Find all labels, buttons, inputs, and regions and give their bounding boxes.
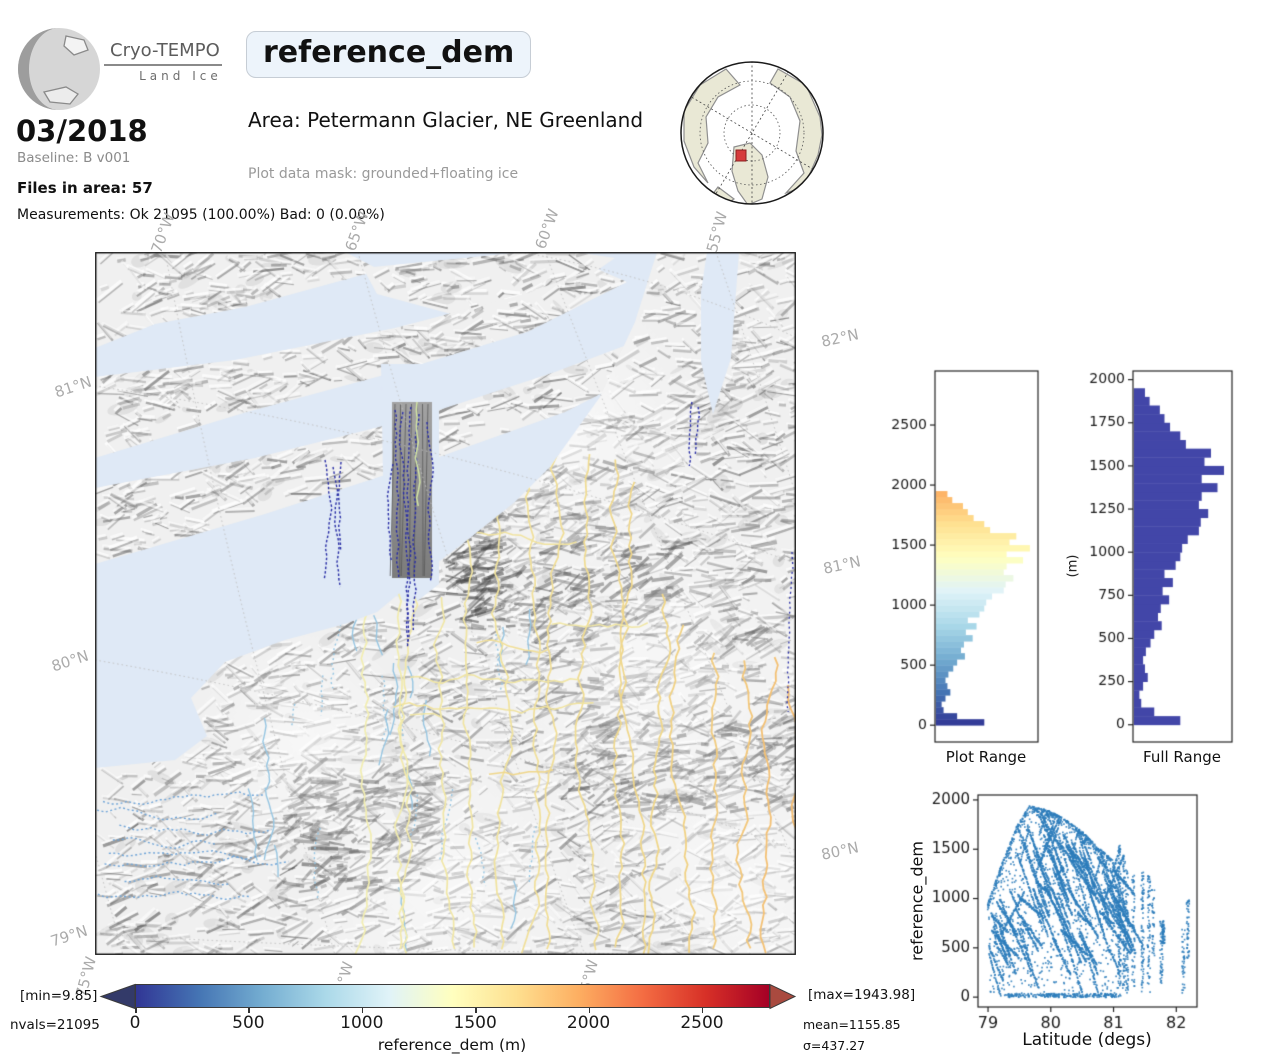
colorbar-tick	[361, 1008, 364, 1013]
map-grid-label: 81°N	[821, 552, 863, 578]
variable-title-chip: reference_dem	[246, 31, 532, 78]
map-grid-label: 60°W	[531, 206, 563, 252]
colorbar-under-arrow-icon	[99, 983, 136, 1010]
map-grid-label: 82°N	[819, 325, 861, 351]
baseline-label: Baseline: B v001	[17, 150, 131, 166]
logo-antarctica-icon	[42, 86, 79, 105]
colorbar-tick	[588, 1008, 591, 1013]
date-label: 03/2018	[16, 114, 148, 148]
inset-land-group	[683, 62, 823, 204]
scatter-ylabel: reference_dem	[907, 841, 927, 961]
latitude-scatter-plot	[928, 780, 1224, 1036]
area-label: Area: Petermann Glacier, NE Greenland	[248, 108, 644, 132]
plot-mask-label: Plot data mask: grounded+floating ice	[248, 166, 519, 182]
brand-block: Cryo-TEMPO Land Ice	[104, 40, 222, 83]
map-grid-label: 80°N	[819, 838, 861, 864]
sigma-label: σ=437.27	[803, 1038, 866, 1053]
nvals-label: nvals=21095	[10, 1017, 100, 1033]
variable-title: reference_dem	[263, 35, 515, 70]
dem-map-canvas	[95, 252, 796, 955]
map-grid-label: 79°N	[48, 921, 90, 951]
colorbar-gradient	[135, 984, 770, 1008]
colorbar-tick	[475, 1008, 477, 1013]
map-grid-label: 80°N	[49, 646, 91, 676]
colorbar-tick-label: 0	[129, 1013, 141, 1033]
scatter-xlabel: Latitude (degs)	[1022, 1030, 1152, 1050]
full-range-title: Full Range	[1143, 748, 1221, 766]
full-range-histogram	[1050, 356, 1240, 768]
map-grid-label: 81°N	[52, 372, 94, 402]
brand-name: Cryo-TEMPO	[104, 40, 222, 66]
brand-subtitle: Land Ice	[139, 69, 222, 83]
inset-border	[680, 61, 824, 205]
colorbar-tick	[248, 1008, 250, 1013]
cryo-tempo-logo	[17, 27, 100, 110]
colorbar-extend-arrows	[99, 983, 797, 1010]
colorbar-tick	[701, 1008, 704, 1013]
mean-label: mean=1155.85	[803, 1017, 901, 1032]
map-grid-label: 55°W	[702, 209, 732, 255]
colorbar-tick-label: 1500	[453, 1013, 497, 1033]
measurements-label: Measurements: Ok 21095 (100.00%) Bad: 0 …	[17, 207, 385, 223]
colorbar-tick-label: 2000	[566, 1013, 611, 1033]
files-in-area-label: Files in area: 57	[17, 179, 153, 197]
colorbar-over-arrow-icon	[769, 983, 797, 1010]
logo-crescent-icon	[17, 27, 60, 110]
colorbar-min-label: [min=9.85]	[20, 988, 98, 1004]
full-range-ylabel: (m)	[1065, 554, 1081, 578]
colorbar-max-label: [max=1943.98]	[808, 987, 916, 1003]
colorbar-tick-label: 500	[232, 1013, 265, 1033]
colorbar-tick-label: 1000	[340, 1013, 384, 1033]
arctic-inset-map	[680, 61, 824, 205]
plot-range-histogram	[866, 356, 1052, 768]
colorbar-tick-label: 2500	[680, 1013, 724, 1033]
logo-greenland-icon	[63, 35, 89, 56]
area-marker	[735, 149, 747, 162]
plot-range-title: Plot Range	[945, 748, 1027, 766]
colorbar-tick	[135, 1008, 137, 1013]
colorbar-axis-label: reference_dem (m)	[377, 1036, 527, 1054]
